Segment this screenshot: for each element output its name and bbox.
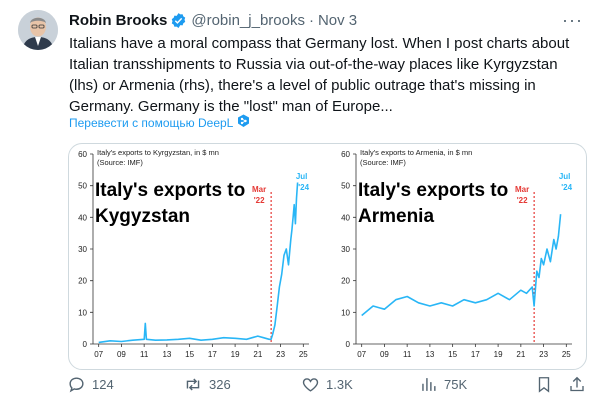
end-label: '24 <box>298 183 309 192</box>
x-tick-label: 19 <box>231 350 240 359</box>
share-icon <box>570 376 584 392</box>
marker-label: Mar <box>252 185 266 194</box>
x-tick-label: 25 <box>299 350 308 359</box>
tweet-text-line: Germany. Germany is the "lost" man of Eu… <box>69 98 393 115</box>
x-tick-label: 09 <box>117 350 126 359</box>
marker-label: '22 <box>517 196 528 205</box>
x-tick-label: 15 <box>448 350 457 359</box>
x-tick-label: 17 <box>471 350 480 359</box>
x-tick-label: 07 <box>357 350 366 359</box>
views-button[interactable]: 75K <box>419 375 467 394</box>
x-tick-label: 21 <box>253 350 262 359</box>
reply-button[interactable]: 124 <box>67 375 114 394</box>
like-count: 1.3K <box>326 377 353 392</box>
y-tick-label: 40 <box>341 213 350 222</box>
chart-title-line: Italy's exports to <box>358 180 508 201</box>
repost-count: 326 <box>209 377 231 392</box>
views-icon <box>422 378 436 391</box>
x-tick-label: 25 <box>562 350 571 359</box>
y-tick-label: 50 <box>78 182 87 191</box>
bookmark-button[interactable] <box>535 375 559 394</box>
y-tick-label: 10 <box>78 308 87 317</box>
tweet-text: Italians have a moral compass that Germa… <box>69 33 589 117</box>
tweet-text-line: Italian transshipments to Russia via out… <box>69 56 558 73</box>
y-tick-label: 0 <box>83 340 88 349</box>
views-count: 75K <box>444 377 468 392</box>
charts-image: 0 10 20 30 40 50 60 07 09 11 13 15 17 19 21 23 25 Italy's… <box>78 148 572 359</box>
x-tick-label: 21 <box>516 350 525 359</box>
end-label: Jul <box>296 172 308 181</box>
repost-button[interactable]: 326 <box>183 375 231 394</box>
x-tick-label: 09 <box>380 350 389 359</box>
verified-badge-icon <box>170 12 187 29</box>
marker-label: '22 <box>254 196 265 205</box>
more-options-icon[interactable]: ··· <box>562 10 583 30</box>
tweet-date[interactable]: Nov 3 <box>317 11 358 29</box>
series-line <box>98 182 299 344</box>
translate-link[interactable]: Перевести с помощью DeepL <box>69 114 250 131</box>
y-tick-label: 30 <box>341 245 350 254</box>
y-tick-label: 40 <box>78 213 87 222</box>
tweet-text-line: Italians have a moral compass that Germa… <box>69 35 570 52</box>
end-label: Jul <box>559 172 571 181</box>
y-tick-label: 50 <box>341 182 350 191</box>
series-line <box>361 214 562 317</box>
chart-title-line: Kygyzstan <box>95 206 190 227</box>
x-tick-label: 11 <box>140 350 149 359</box>
x-tick-label: 13 <box>425 350 434 359</box>
x-tick-label: 17 <box>208 350 217 359</box>
y-tick-label: 60 <box>341 150 350 159</box>
y-tick-label: 20 <box>341 277 350 286</box>
x-tick-label: 07 <box>94 350 103 359</box>
author-name[interactable]: Robin Brooks <box>69 11 168 29</box>
avatar[interactable] <box>18 10 58 50</box>
deepl-icon <box>233 114 250 131</box>
reply-icon <box>69 377 84 393</box>
tweet-actions: 124 326 1.3K 75K <box>67 375 587 395</box>
bookmark-icon <box>538 377 550 393</box>
y-tick-label: 60 <box>78 150 87 159</box>
reply-count: 124 <box>92 377 114 392</box>
x-tick-label: 15 <box>185 350 194 359</box>
heart-icon <box>302 378 319 392</box>
end-label: '24 <box>561 183 572 192</box>
y-tick-label: 10 <box>341 308 350 317</box>
y-tick-label: 0 <box>346 340 351 349</box>
marker-label: Mar <box>515 185 529 194</box>
translate-label[interactable]: Перевести с помощью DeepL <box>69 115 234 130</box>
share-button[interactable] <box>568 375 592 394</box>
chart-title-line: Italy's exports to <box>95 180 245 201</box>
like-button[interactable]: 1.3K <box>301 375 353 394</box>
author-handle[interactable]: @robin_j_brooks <box>191 11 305 29</box>
separator: · <box>308 11 314 29</box>
chart-subtitle-line: Italy's exports to Kyrgyzstan, in $ mn <box>97 148 219 157</box>
tweet-media[interactable]: 0 10 20 30 40 50 60 07 09 11 13 15 17 19 21 23 25 Italy's… <box>68 143 587 370</box>
y-tick-label: 30 <box>78 245 87 254</box>
chart-subtitle-line: (Source: IMF) <box>360 158 406 167</box>
y-tick-label: 20 <box>78 277 87 286</box>
x-tick-label: 23 <box>276 350 285 359</box>
x-tick-label: 13 <box>162 350 171 359</box>
tweet-header: Robin Brooks @robin_j_brooks · Nov 3 <box>69 10 357 30</box>
repost-icon <box>186 378 200 391</box>
tweet-text-line: (lhs) or Armenia (rhs), there's a level … <box>69 77 536 94</box>
chart-subtitle-line: Italy's exports to Armenia, in $ mn <box>360 148 472 157</box>
x-tick-label: 11 <box>403 350 412 359</box>
chart-title-line: Armenia <box>358 206 434 227</box>
x-tick-label: 23 <box>539 350 548 359</box>
x-tick-label: 19 <box>494 350 503 359</box>
chart-subtitle-line: (Source: IMF) <box>97 158 143 167</box>
